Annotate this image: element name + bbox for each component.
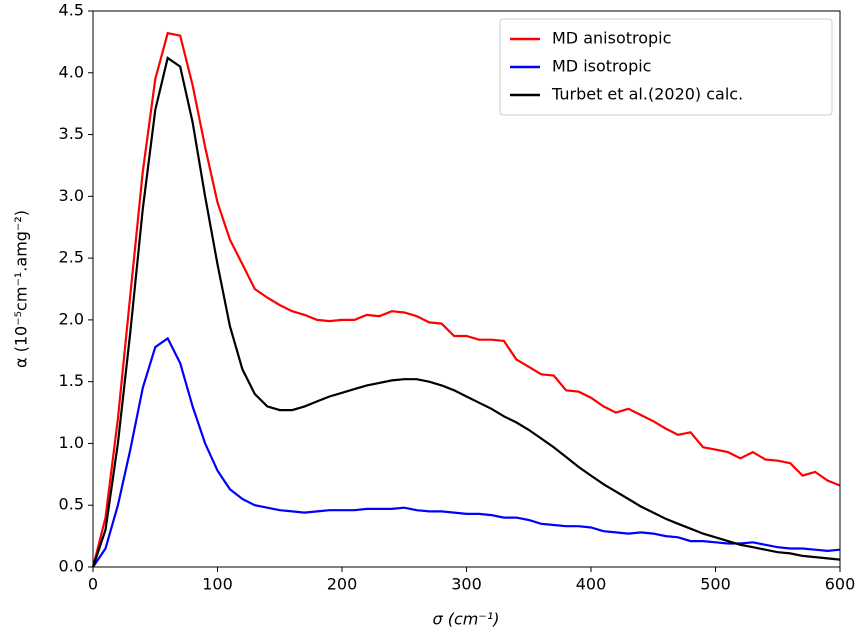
y-tick-label: 1.0	[59, 433, 84, 452]
series-line	[92, 336, 841, 568]
y-tick-label: 3.5	[59, 124, 84, 143]
x-tick-label: 0	[88, 575, 98, 594]
plot-frame	[92, 10, 841, 568]
x-tick-label: 200	[327, 575, 358, 594]
series-line	[91, 56, 841, 568]
legend-label: MD isotropic	[552, 57, 651, 76]
y-tick-label: 0.5	[59, 495, 84, 514]
x-tick-label: 100	[202, 575, 233, 594]
series-line	[91, 31, 841, 568]
y-tick-label: 4.5	[59, 1, 84, 20]
x-tick-label: 500	[700, 575, 731, 594]
y-tick-label: 3.0	[59, 186, 84, 205]
legend-label: MD anisotropic	[552, 29, 671, 48]
y-tick-label: 2.5	[59, 248, 84, 267]
y-tick-label: 4.0	[59, 62, 84, 81]
y-tick-label: 1.5	[59, 371, 84, 390]
x-tick-label: 300	[451, 575, 482, 594]
x-axis-label: σ (cm⁻¹)	[433, 610, 500, 629]
x-tick-label: 600	[825, 575, 856, 594]
y-tick-label: 0.0	[59, 557, 84, 576]
x-tick-label: 400	[576, 575, 607, 594]
legend-label: Turbet et al.(2020) calc.	[551, 85, 743, 104]
y-axis-label: α (10⁻⁵cm⁻¹.amg⁻²)	[12, 210, 31, 368]
y-tick-label: 2.0	[59, 309, 84, 328]
legend-box	[499, 18, 833, 116]
